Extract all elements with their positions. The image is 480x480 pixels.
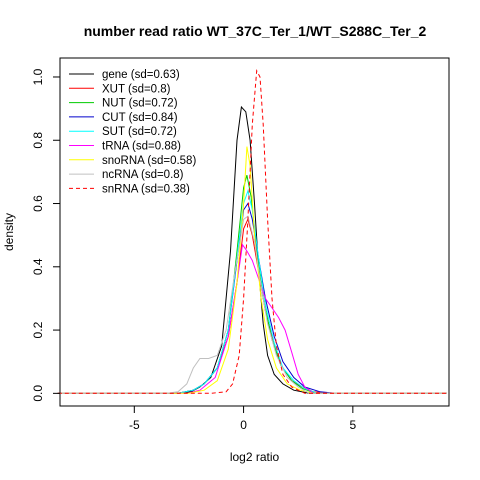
series-line-8 <box>57 68 447 394</box>
x-axis-label: log2 ratio <box>230 450 280 464</box>
legend-entry-8: snRNA (sd=0.38) <box>102 183 190 195</box>
series-line-1 <box>57 217 447 394</box>
x-tick-label: 5 <box>349 418 356 432</box>
legend-entry-3: CUT (sd=0.84) <box>102 112 178 124</box>
legend-entry-1: XUT (sd=0.8) <box>102 83 171 95</box>
y-tick-label: 0.2 <box>31 321 45 338</box>
y-axis-label: density <box>2 213 16 251</box>
legend-entry-0: gene (sd=0.63) <box>102 69 180 81</box>
legend: gene (sd=0.63) XUT (sd=0.8) NUT (sd=0.72) C… <box>69 69 196 195</box>
chart-title: number read ratio WT_37C_Ter_1/WT_S288C_… <box>84 23 427 39</box>
legend-entry-4: SUT (sd=0.72) <box>102 126 177 138</box>
legend-entry-6: snoRNA (sd=0.58) <box>102 155 196 167</box>
series-line-4 <box>57 189 447 394</box>
series-line-6 <box>57 146 447 394</box>
x-axis: -5 0 5 <box>129 405 356 432</box>
density-curves <box>57 68 447 394</box>
x-tick-label: 0 <box>240 418 247 432</box>
y-tick-label: 0.4 <box>31 258 45 275</box>
legend-entry-2: NUT (sd=0.72) <box>102 98 178 110</box>
x-tick-label: -5 <box>129 418 140 432</box>
legend-entry-5: tRNA (sd=0.88) <box>102 141 181 153</box>
y-tick-label: 0.0 <box>31 385 45 402</box>
y-axis: 0.0 0.2 0.4 0.6 0.8 1.0 <box>31 68 61 402</box>
series-line-5 <box>57 243 447 394</box>
legend-entry-7: ncRNA (sd=0.8) <box>102 169 184 181</box>
series-line-7 <box>57 215 447 394</box>
y-tick-label: 0.6 <box>31 195 45 212</box>
y-tick-label: 1.0 <box>31 68 45 85</box>
y-tick-label: 0.8 <box>31 132 45 149</box>
